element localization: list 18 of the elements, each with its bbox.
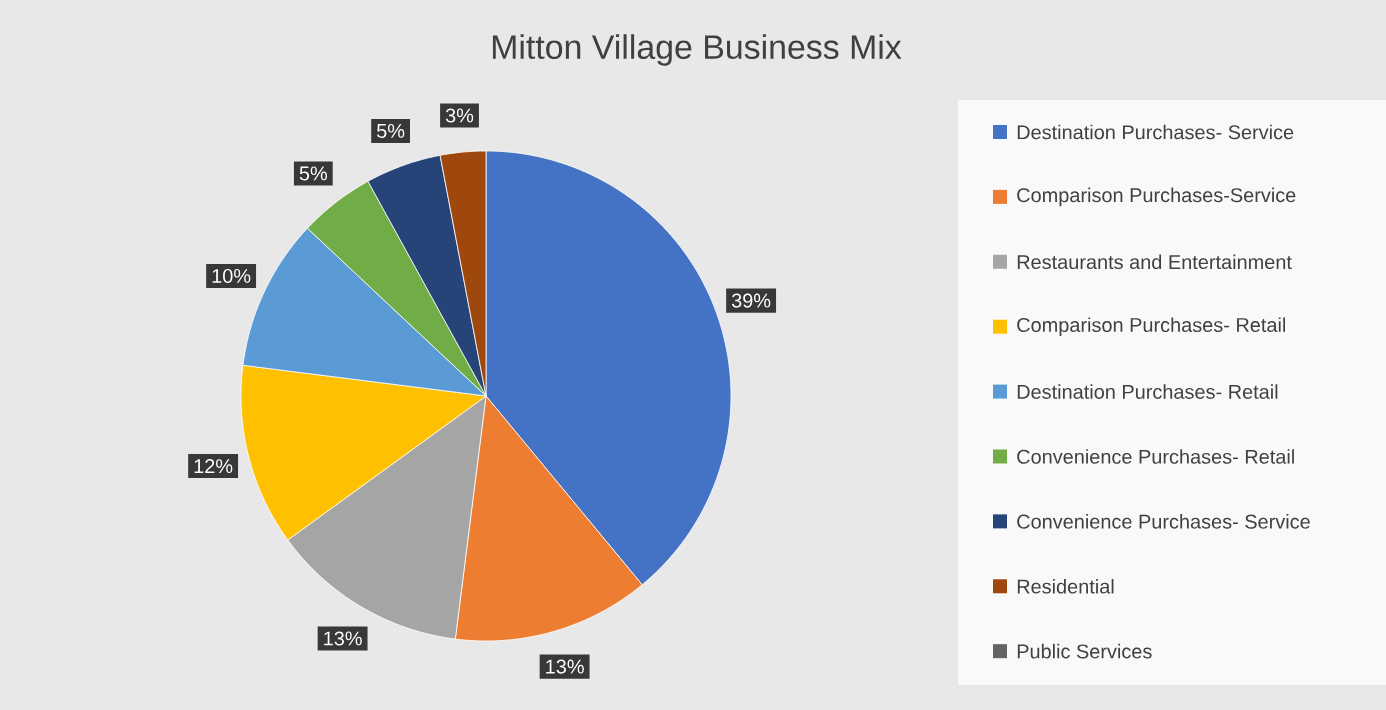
legend-label: Convenience Purchases- Retail <box>1017 449 1294 464</box>
data-label: 13% <box>324 631 362 646</box>
chart-title: Mitton Village Business Mix <box>492 34 902 66</box>
legend-label: Destination Purchases- Service <box>1017 124 1294 140</box>
data-label: 13% <box>546 659 584 674</box>
legend-label: Comparison Purchases-Service <box>1017 187 1296 207</box>
legend-label: Destination Purchases- Retail <box>1017 384 1278 399</box>
data-label: 12% <box>194 459 233 474</box>
legend-label: Public Services <box>1017 643 1152 659</box>
data-label: 3% <box>445 108 474 123</box>
legend-label: Comparison Purchases- Retail <box>1017 317 1286 336</box>
data-label: 10% <box>212 268 251 284</box>
data-label: 5% <box>299 166 327 181</box>
legend-label: Convenience Purchases- Service <box>1017 514 1310 529</box>
data-label: 39% <box>731 293 771 308</box>
data-label: 5% <box>377 123 405 138</box>
legend-label: Restaurants and Entertainment <box>1017 254 1292 270</box>
legend-label: Residential <box>1017 578 1114 594</box>
